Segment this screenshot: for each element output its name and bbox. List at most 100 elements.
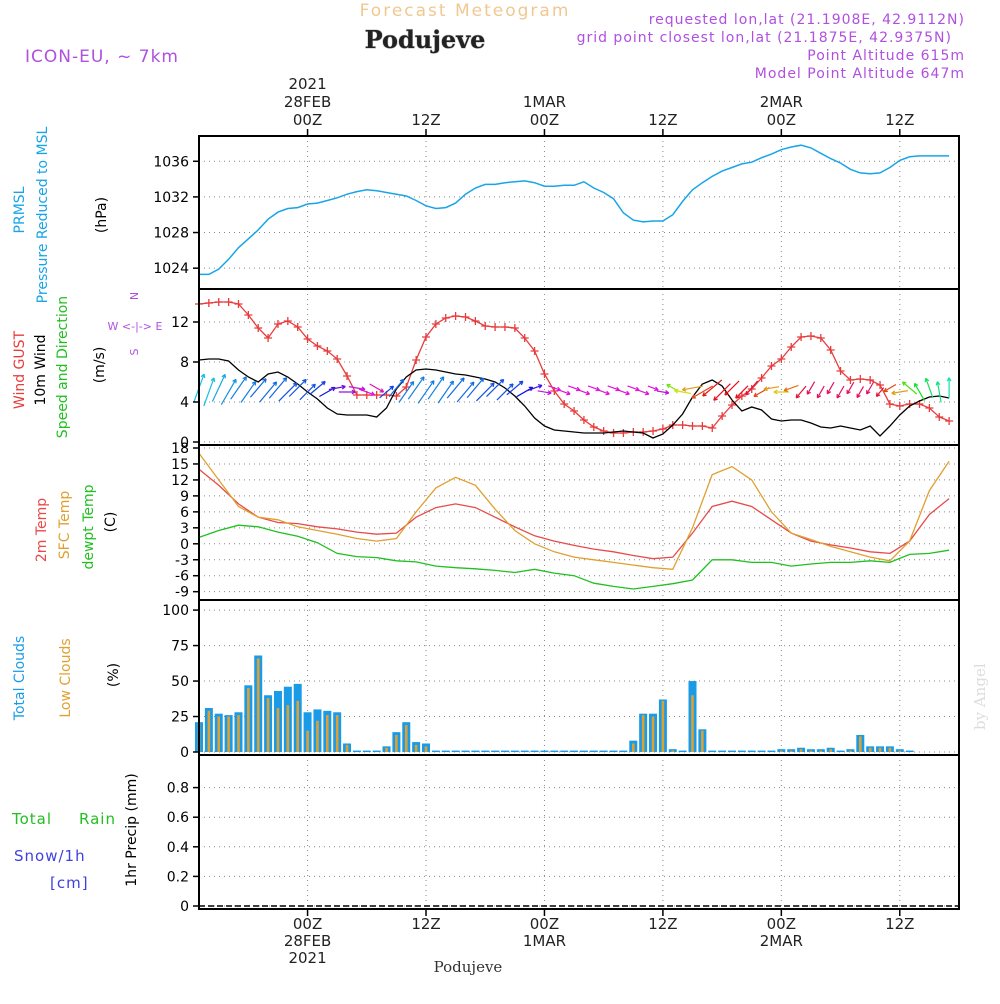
gust-marker — [244, 311, 253, 319]
low-cloud-bar — [691, 695, 694, 752]
y-tick-label: 1028 — [153, 226, 189, 242]
wind-arrow — [417, 380, 435, 404]
label-total: Total — [11, 810, 52, 828]
label-prmsl: PRMSL — [12, 186, 28, 233]
gust-marker — [264, 334, 273, 342]
wind-line — [198, 358, 950, 439]
total-cloud-bar — [520, 750, 529, 752]
time-label-bottom: 12Z — [411, 915, 440, 933]
wind-arrow — [338, 389, 356, 395]
panel-frame — [198, 754, 960, 910]
wind-arrow — [358, 388, 375, 396]
low-cloud-bar — [414, 744, 418, 752]
wind-arrow — [627, 385, 640, 392]
gust-marker — [520, 334, 529, 342]
total-cloud-bar — [727, 750, 736, 752]
low-cloud-bar — [661, 700, 665, 752]
low-cloud-bar — [701, 730, 704, 752]
gust-marker — [402, 383, 411, 391]
y-tick-label: 3 — [180, 521, 189, 537]
total-cloud-bar — [481, 750, 490, 752]
wind-arrow — [475, 382, 495, 402]
product-title: Forecast Meteogram — [360, 1, 571, 21]
gust-marker — [461, 313, 470, 321]
wind-arrow — [309, 380, 326, 395]
total-cloud-bar — [441, 750, 450, 752]
total-cloud-bar — [461, 750, 470, 752]
wind-arrow — [486, 378, 505, 398]
gust-marker — [204, 299, 213, 307]
wind-arrow — [713, 383, 731, 401]
low-cloud-bar — [256, 658, 260, 752]
total-cloud-bar — [471, 750, 480, 752]
time-label-top: 00Z — [767, 111, 796, 129]
wind-arrow — [866, 381, 875, 395]
y-tick-label: 0 — [180, 435, 189, 451]
gust-marker — [500, 323, 509, 331]
wind-arrow — [702, 379, 723, 397]
gust-marker — [471, 317, 480, 325]
wind-arrow — [681, 385, 703, 392]
pressure-line — [199, 144, 950, 276]
wind-arrow — [914, 382, 926, 401]
y-tick-label: 9 — [180, 489, 189, 505]
gust-marker — [234, 300, 243, 308]
gust-marker — [727, 401, 736, 409]
gust-marker — [718, 412, 727, 420]
time-label-top: 00Z — [293, 111, 322, 129]
gust-marker — [392, 392, 401, 400]
gust-marker — [866, 376, 875, 384]
gust-marker — [737, 392, 746, 400]
y-tick-label: 1024 — [153, 261, 189, 277]
wind-arrow — [398, 380, 415, 403]
total-cloud-bar — [540, 750, 549, 752]
y-tick-label: -6 — [175, 569, 189, 585]
gust-marker — [431, 320, 440, 328]
time-label-bottom: 2MAR — [760, 932, 803, 950]
wind-arrow — [278, 382, 298, 402]
wind-arrow — [846, 381, 855, 395]
wind-arrow — [745, 380, 759, 396]
wind-arrow — [587, 385, 600, 392]
wind-arrow — [537, 390, 552, 396]
wind-arrow — [496, 383, 514, 401]
panel-frame — [198, 599, 960, 756]
label-percent: (%) — [106, 663, 122, 687]
y-tick-label: 6 — [180, 505, 189, 521]
total-cloud-bar — [678, 750, 687, 752]
low-cloud-bar — [858, 736, 862, 752]
model-altitude: Model Point Altitude 647m — [755, 66, 965, 82]
compass-n: N — [128, 292, 141, 300]
time-label-bottom: 28FEB — [284, 932, 331, 950]
gust-marker — [846, 376, 855, 384]
low-cloud-bar — [237, 715, 240, 752]
gust-marker — [767, 362, 776, 370]
wind-arrow — [783, 384, 799, 392]
grid-point-coords: grid point closest lon,lat (21.1875E, 42… — [577, 30, 952, 46]
gust-marker — [708, 424, 717, 432]
gust-marker — [885, 400, 894, 408]
wind-arrow — [288, 378, 307, 397]
y-tick-label: 18 — [171, 441, 189, 457]
time-label-top: 12Z — [411, 111, 440, 129]
gust-marker — [747, 385, 756, 393]
wind-arrow — [369, 383, 385, 393]
total-cloud-bar — [836, 750, 845, 752]
low-cloud-bar — [849, 750, 852, 752]
gust-marker — [945, 417, 954, 425]
wind-arrow — [203, 377, 216, 407]
gust-marker — [826, 346, 835, 354]
low-cloud-bar — [868, 747, 872, 752]
gust-marker — [530, 347, 539, 355]
label-total-clouds: Total Clouds — [12, 636, 28, 721]
time-label-bottom: 12Z — [885, 915, 914, 933]
y-tick-label: 15 — [171, 457, 189, 473]
gust-marker — [619, 429, 628, 437]
wind-arrow — [773, 389, 789, 395]
wind-arrow — [875, 387, 885, 397]
gust-marker — [481, 322, 490, 330]
gust-marker — [787, 343, 796, 351]
label-2m-temp: 2m Temp — [34, 498, 50, 562]
label-rain: Rain — [79, 810, 116, 828]
gust-marker — [876, 381, 885, 389]
